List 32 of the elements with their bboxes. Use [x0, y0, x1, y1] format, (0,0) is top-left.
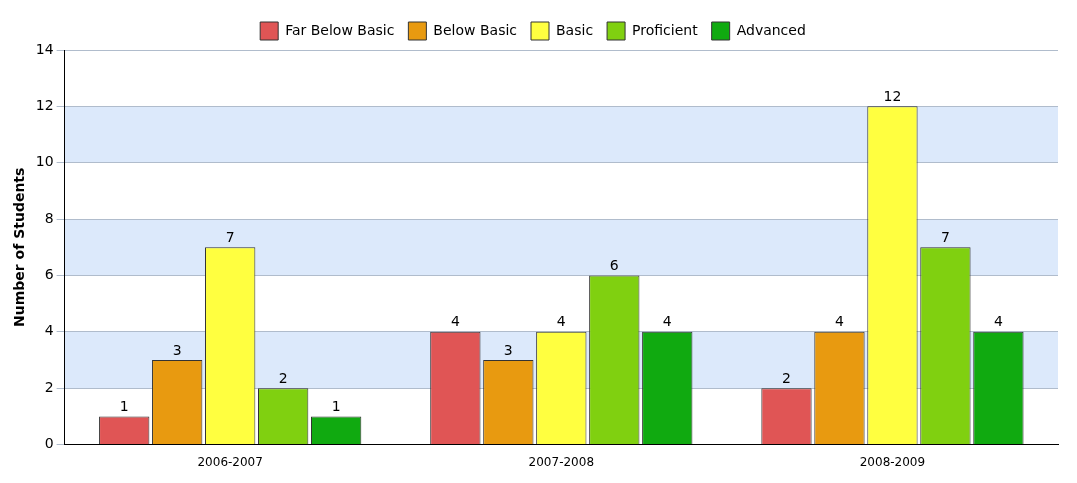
data-label: 1	[331, 398, 341, 415]
data-label: 4	[993, 313, 1003, 330]
data-label: 4	[556, 313, 566, 330]
y-tick-label: 0	[44, 435, 54, 452]
data-label: 7	[225, 228, 235, 245]
y-tick-label: 10	[35, 153, 54, 170]
data-label: 2	[278, 369, 288, 386]
y-tick-label: 2	[44, 378, 54, 395]
y-tick-label: 8	[44, 209, 54, 226]
y-tick-label: 12	[35, 97, 54, 114]
data-label: 3	[172, 341, 182, 358]
x-tick-label: 2008-2009	[859, 454, 926, 469]
data-label: 4	[450, 313, 460, 330]
legend-label: Advanced	[736, 21, 806, 38]
y-axis-title: Number of Students	[11, 167, 28, 327]
data-label: 4	[834, 313, 844, 330]
data-label: 7	[940, 228, 950, 245]
legend-label: Basic	[556, 21, 594, 38]
data-label: 2	[782, 369, 791, 386]
y-tick-label: 14	[35, 40, 54, 57]
data-label: 6	[609, 257, 619, 274]
data-label: 12	[883, 88, 902, 105]
x-tick-label: 2006-2007	[197, 454, 263, 469]
legend-label: Far Below Basic	[285, 21, 395, 38]
y-tick-label: 4	[44, 322, 54, 339]
x-tick-label: 2007-2008	[528, 454, 595, 469]
legend-label: Proficient	[632, 21, 699, 38]
data-label: 4	[662, 313, 672, 330]
data-label: 1	[119, 398, 129, 415]
legend-label: Below Basic	[433, 21, 518, 38]
data-label: 3	[503, 341, 513, 358]
y-tick-label: 6	[44, 266, 54, 283]
